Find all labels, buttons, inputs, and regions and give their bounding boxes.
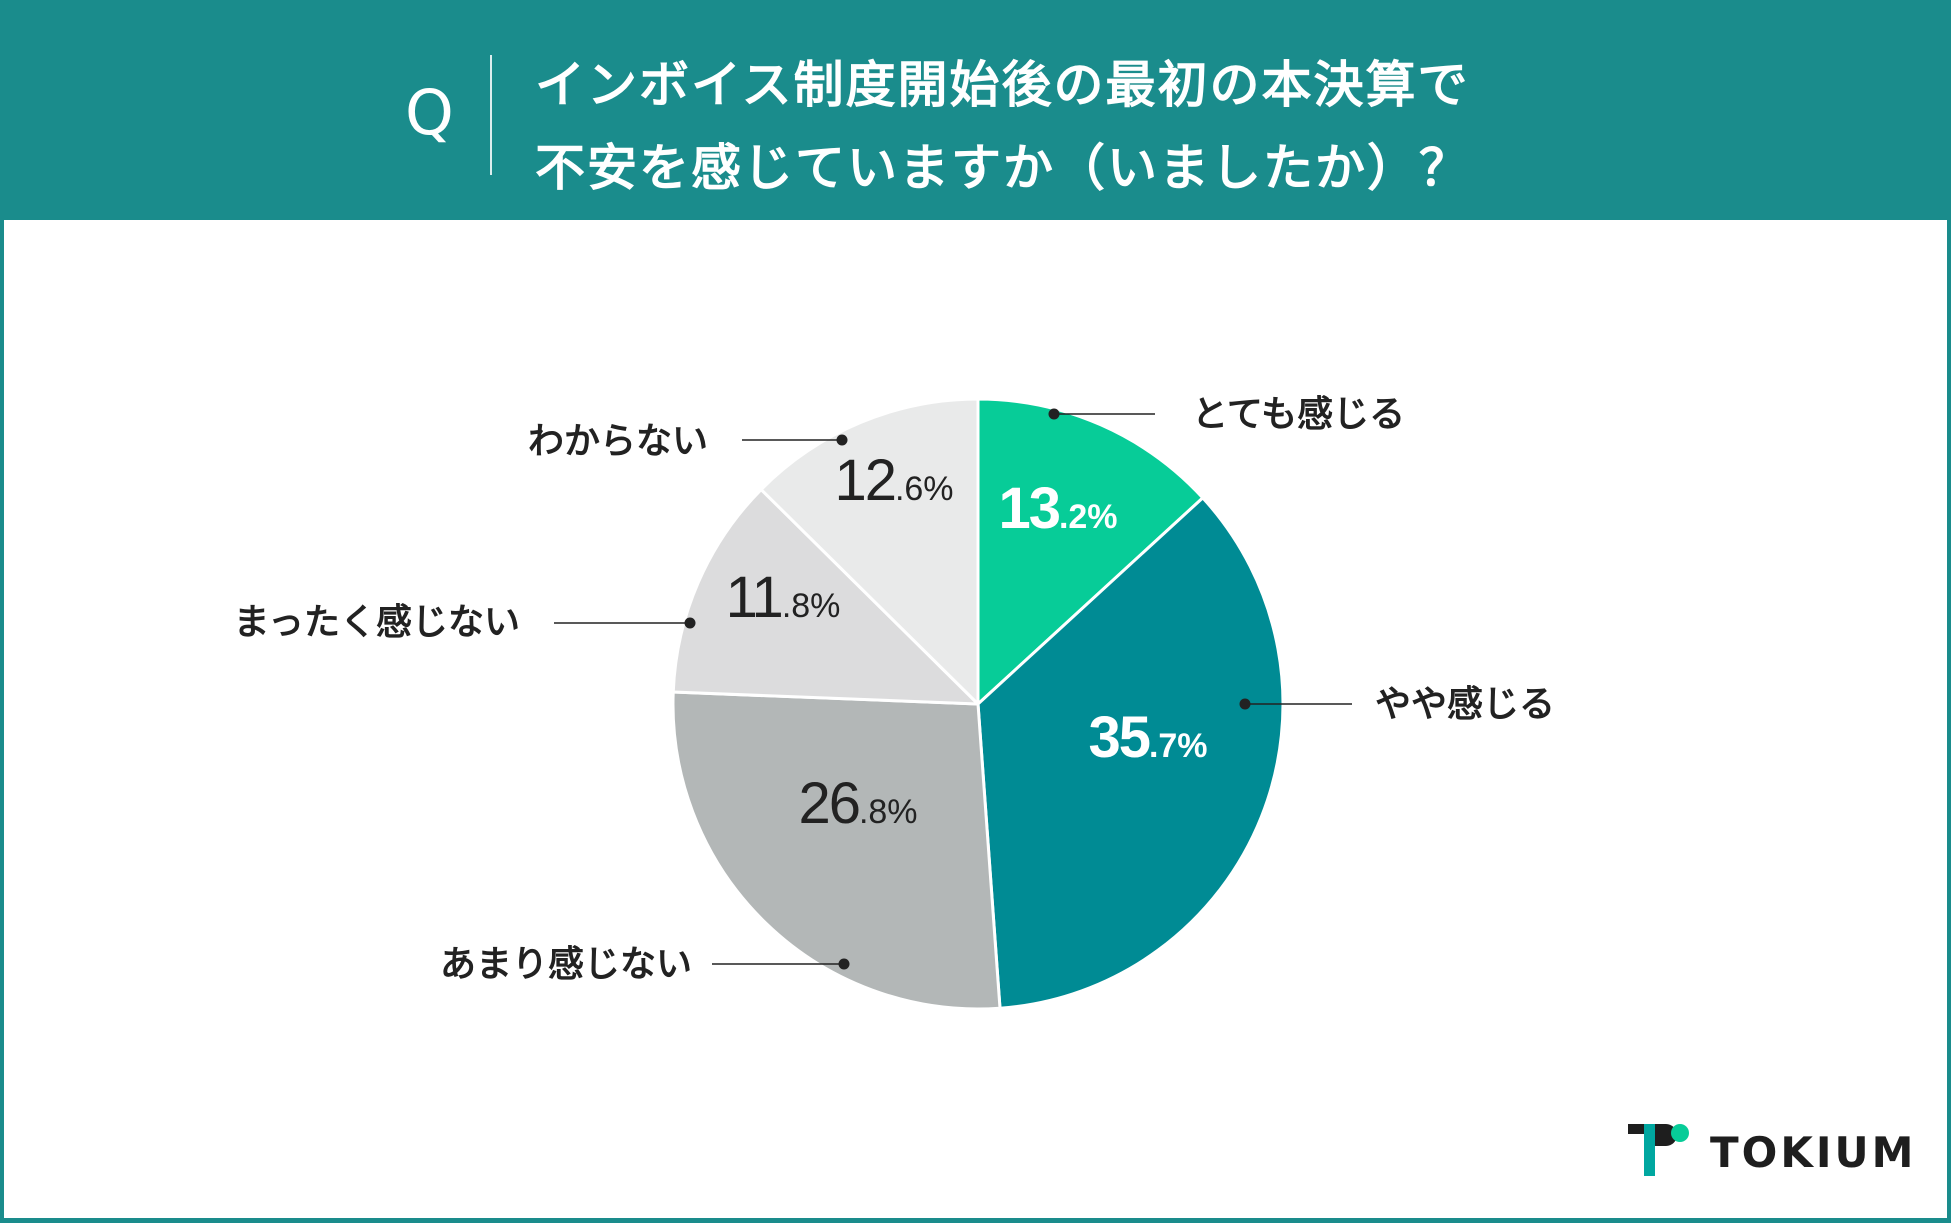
slice-value-label: 13.2% [998,476,1117,541]
category-label: やや感じる [1375,684,1555,725]
slice-value-label: 11.8% [726,565,841,630]
tokium-logo-mark-icon [1628,1124,1689,1176]
slice-value-label: 26.8% [798,771,917,836]
leader-dot [1048,408,1060,420]
question-header: Q インボイス制度開始後の最初の本決算で 不安を感じていますか（いましたか）？ [0,0,1951,220]
leader-dot [836,434,848,446]
leader-dot [684,617,696,629]
question-mark-label: Q [405,76,454,149]
tokium-logo-text: TOKIUM [1710,1128,1917,1177]
leader-dot [838,958,850,970]
pie-slice [671,488,980,706]
slice-value-label: 12.6% [834,448,953,513]
slice-value-label: 35.7% [1088,705,1207,770]
pie-slice [671,690,1002,1011]
question-title-line-1: インボイス制度開始後の最初の本決算で [535,56,1470,114]
pie-slice [759,397,980,706]
category-label: あまり感じない [440,944,692,985]
category-label: わからない [528,421,708,462]
category-label: とても感じる [1192,394,1405,435]
pie-slice [976,496,1285,1010]
tokium-logo: TOKIUM [1628,1122,1913,1178]
question-title-line-2: 不安を感じていますか（いましたか）？ [535,139,1471,197]
pie-slice [976,397,1205,706]
header-divider [490,55,492,175]
category-label: まったく感じない [233,602,520,643]
leader-dot [1239,698,1251,710]
